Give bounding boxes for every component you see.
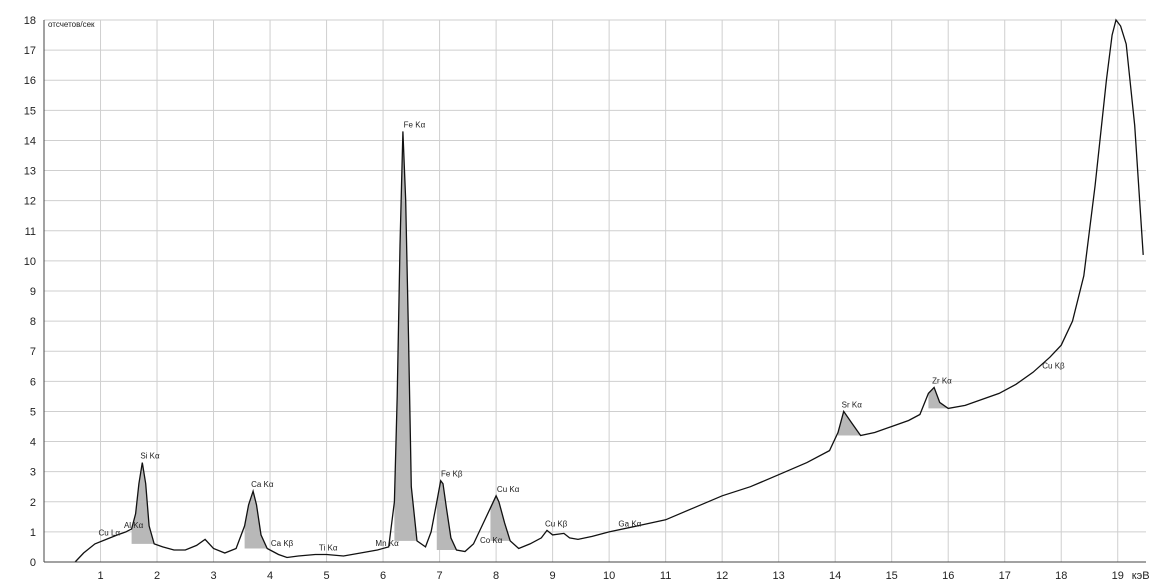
peak-label: Ca Kβ: [271, 539, 294, 548]
x-tick-label: 3: [210, 570, 216, 582]
y-tick-label: 14: [24, 135, 36, 147]
y-tick-label: 8: [30, 316, 36, 328]
x-tick-label: 6: [380, 570, 386, 582]
peak-label: Al Kα: [124, 521, 144, 530]
x-tick-label: 10: [603, 570, 615, 582]
y-tick-label: 1: [30, 527, 36, 539]
peak-area: [244, 491, 268, 549]
peak-label: Cu Kβ: [545, 519, 568, 528]
x-axis-unit: кэВ: [1132, 570, 1150, 582]
y-tick-label: 7: [30, 346, 36, 358]
x-tick-label: 8: [493, 570, 499, 582]
peak-label: Si Kα: [140, 452, 160, 461]
peak-label: Ti Kα: [319, 543, 338, 552]
x-tick-label: 11: [660, 570, 671, 582]
peak-label: Fe Kα: [404, 120, 426, 129]
peak-label: Mn Kα: [375, 539, 399, 548]
x-tick-label: 18: [1055, 570, 1067, 582]
grid: [44, 19, 1146, 563]
y-axis-label: отсчетов/сек: [48, 20, 95, 29]
peak-label: Ga Kα: [618, 519, 641, 528]
peak-label: Cu Kα: [497, 485, 520, 494]
y-tick-label: 17: [24, 45, 36, 57]
axes: [43, 20, 1146, 563]
x-tick-label: 13: [773, 570, 785, 582]
y-tick-label: 6: [30, 376, 36, 388]
peak-area: [436, 480, 457, 550]
x-tick-label: 12: [716, 570, 728, 582]
x-tick-label: 9: [550, 570, 556, 582]
spectrum-series: [74, 18, 1144, 563]
peak-area: [838, 411, 861, 436]
y-tick-label: 10: [24, 256, 36, 268]
x-tick-label: 7: [437, 570, 443, 582]
peak-label: Zr Kα: [932, 376, 952, 385]
y-tick-label: 11: [25, 226, 36, 238]
x-tick-label: 14: [829, 570, 841, 582]
peak-area: [394, 131, 417, 541]
peak-label: Fe Kβ: [441, 470, 463, 479]
y-tick-label: 4: [30, 437, 36, 449]
y-tick-label: 9: [30, 286, 36, 298]
y-tick-label: 18: [24, 15, 36, 27]
peak-label: Ca Kα: [251, 480, 274, 489]
y-tick-label: 3: [30, 467, 36, 479]
peak-area: [928, 387, 949, 409]
peak-area: [490, 495, 511, 541]
y-tick-label: 15: [24, 105, 36, 117]
x-tick-labels: 1 2 3 4 5 6 7 8 9 10 11 12 13 14 15 16 17 18 19: [97, 570, 1123, 582]
spectrum-line: [74, 18, 1144, 563]
x-tick-label: 16: [942, 570, 954, 582]
peak-label: Cu Kβ: [1042, 361, 1065, 370]
peak-label: Cu Lα: [99, 528, 121, 537]
peak-label: Sr Kα: [842, 400, 863, 409]
x-tick-label: 5: [324, 570, 330, 582]
x-tick-label: 15: [886, 570, 898, 582]
x-tick-label: 4: [267, 570, 273, 582]
x-tick-label: 1: [97, 570, 103, 582]
y-tick-label: 0: [30, 557, 36, 569]
peak-label: Co Kα: [480, 536, 503, 545]
x-tick-label: 2: [154, 570, 160, 582]
y-tick-label: 5: [30, 406, 36, 418]
y-tick-label: 13: [24, 166, 36, 178]
y-tick-label: 12: [24, 196, 36, 208]
x-tick-label: 17: [999, 570, 1011, 582]
y-tick-label: 2: [30, 497, 36, 509]
x-tick-label: 19: [1112, 570, 1124, 582]
y-tick-label: 16: [24, 75, 36, 87]
